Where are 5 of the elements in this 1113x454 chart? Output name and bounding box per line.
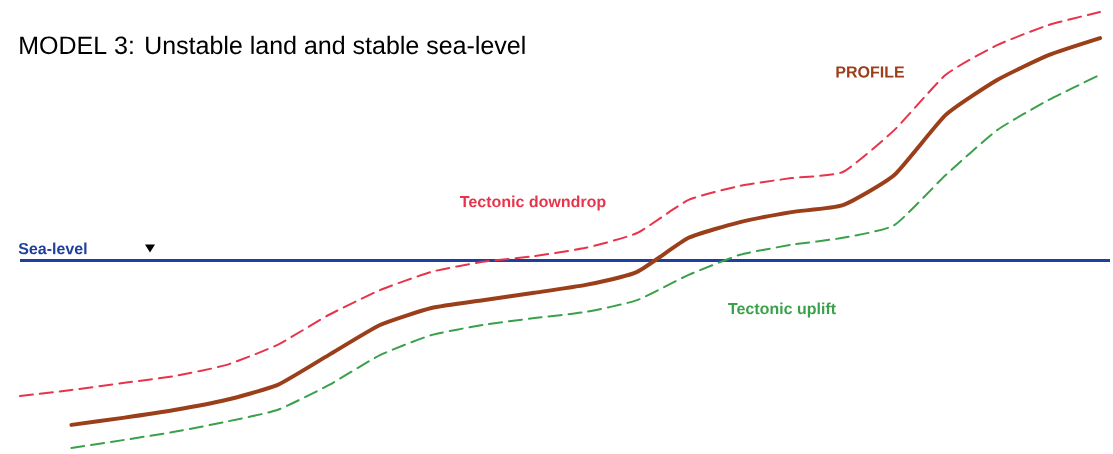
text: PROFILE xyxy=(836,66,905,78)
text: Tectonic uplift xyxy=(728,302,836,318)
ref-line-label: Sea-level xyxy=(18,242,87,255)
series-label: Tectonic downdrop xyxy=(460,195,606,211)
text: MODEL 3: Unstable land and stable sea-level xyxy=(20,35,525,55)
